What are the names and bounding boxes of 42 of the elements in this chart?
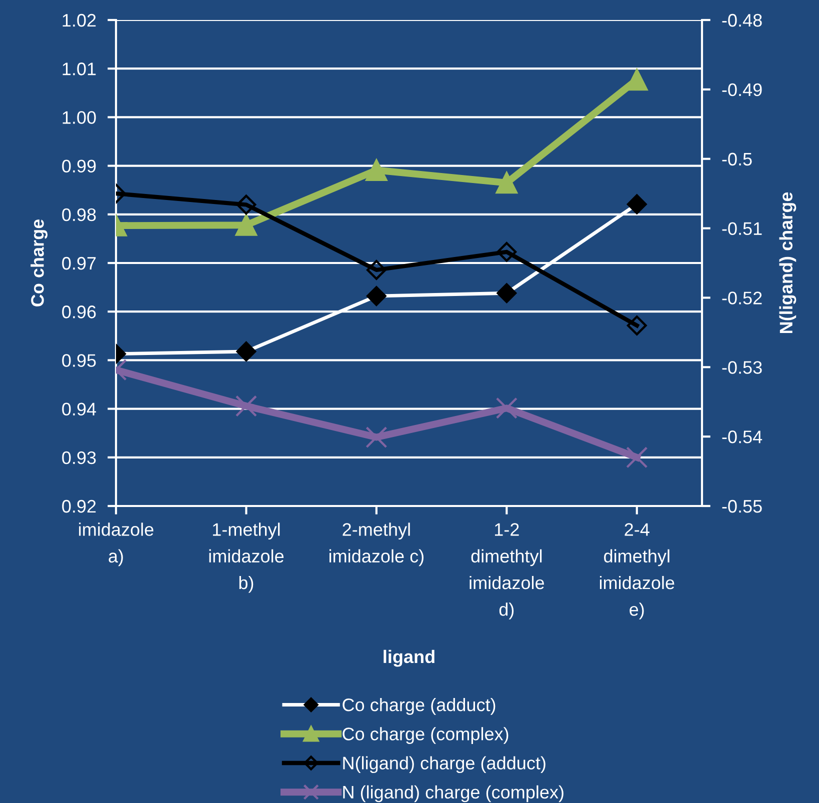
y2-tick-label: -0.54: [722, 430, 762, 444]
y2-tick-label: -0.49: [722, 83, 762, 96]
point: [496, 397, 518, 419]
legend-label: Co charge (complex): [342, 727, 508, 744]
y-tick-label: 1.00: [62, 111, 96, 124]
x-tick-label: imidazole a): [79, 522, 154, 566]
y2-tick-label: -0.51: [722, 222, 762, 236]
point: [366, 426, 388, 448]
x-tick-label: 1-2 dimethtyl imidazole d): [470, 523, 544, 620]
y-tick-label: 1.01: [62, 62, 96, 76]
y-axis-title: Co charge: [30, 219, 48, 306]
point: [496, 242, 517, 262]
x-tick-label: 2-4 dimethyl imidazole e): [600, 523, 674, 620]
x-axis-title: ligand: [384, 650, 434, 667]
y2-tick-label: -0.5: [722, 152, 752, 166]
y2-tick-label: -0.52: [722, 292, 762, 304]
y-tick-label: 0.92: [62, 500, 96, 513]
point: [235, 395, 258, 417]
y-tick-label: 0.93: [62, 451, 96, 464]
legend-label: N (ligand) charge (complex): [343, 785, 564, 802]
point: [626, 316, 647, 336]
y-tick-label: 0.99: [62, 160, 96, 173]
y-tick-label: 0.95: [62, 354, 96, 367]
y2-axis-title: N(ligand) charge: [779, 192, 796, 334]
legend-label: Co charge (adduct): [342, 698, 496, 715]
point: [626, 446, 648, 468]
legend-label: N(ligand) charge (adduct): [343, 756, 546, 774]
y2-tick-label: -0.55: [722, 500, 762, 513]
point: [496, 172, 518, 194]
y-tick-label: 0.97: [62, 256, 96, 270]
point: [236, 194, 256, 215]
point: [366, 159, 388, 182]
y-tick-label: 0.96: [62, 306, 96, 318]
y-tick-label: 0.98: [62, 208, 96, 222]
y-tick-label: 1.02: [62, 14, 96, 27]
y2-tick-label: -0.48: [722, 14, 762, 27]
x-tick-label: 1-methyl imidazole b): [209, 522, 284, 593]
y2-tick-label: -0.53: [722, 361, 762, 374]
x-tick-label: 2-methyl imidazole c): [329, 522, 424, 566]
point: [235, 214, 258, 236]
point: [366, 260, 386, 280]
y-tick-label: 0.94: [62, 402, 96, 416]
